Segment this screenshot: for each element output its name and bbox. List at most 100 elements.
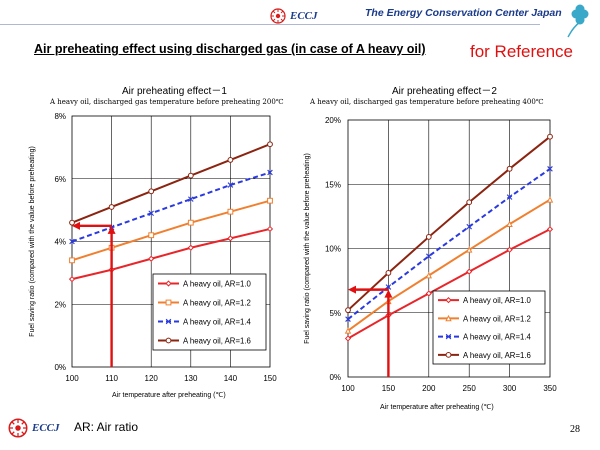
chart1-y-tick-label: 0%	[54, 363, 66, 372]
chart2-series-2-point	[425, 271, 433, 279]
chart2-y-tick-label: 15%	[325, 180, 341, 189]
chart1-series-4-point	[69, 219, 75, 226]
chart1-subtitle: A heavy oil, discharged gas temperature …	[50, 98, 284, 106]
chart2-legend-label: A heavy oil, AR=1.4	[463, 333, 531, 342]
chart1-series-4-point	[267, 141, 273, 148]
chart1-x-tick-label: 100	[65, 374, 79, 383]
chart1-series-1-point	[68, 276, 76, 283]
chart1-legend-marker	[165, 280, 172, 287]
eccj-logo-icon	[270, 8, 286, 24]
chart1-x-axis-label: Air temperature after preheating (℃)	[112, 392, 226, 399]
chart1-y-tick-label: 2%	[54, 300, 66, 309]
chart1-legend-marker	[165, 299, 172, 306]
chart2-x-tick-label: 250	[463, 384, 477, 393]
chart1-series-4-point	[187, 172, 194, 179]
chart2-series-1-point	[506, 246, 513, 253]
chart2-legend-label: A heavy oil, AR=1.0	[463, 296, 531, 305]
chart2-series-4-point	[466, 199, 473, 206]
chart2-series-3-point-b	[345, 316, 351, 322]
chart1-x-tick-label: 110	[105, 374, 118, 383]
chart1-legend-label: A heavy oil, AR=1.4	[183, 318, 251, 327]
chart2-series-2-point	[546, 196, 554, 203]
chart1-y-tick-label: 4%	[54, 238, 66, 247]
chart1-x-tick-label: 120	[145, 374, 159, 383]
chart2-legend-label: A heavy oil, AR=1.6	[463, 351, 531, 360]
chart1-legend-label: A heavy oil, AR=1.6	[183, 337, 251, 346]
chart2-guide-arrowhead-left	[348, 285, 356, 294]
chart2-x-tick-label: 200	[422, 384, 436, 393]
chart1-legend: A heavy oil, AR=1.0 A heavy oil, AR=1.2 A …	[152, 273, 267, 351]
chart2-legend-marker-b	[445, 333, 452, 340]
clover-icon	[567, 4, 589, 38]
chart1-x-tick-label: 150	[263, 374, 277, 383]
chart1-series-3-point-b	[227, 182, 234, 188]
chart1-series-2-line	[71, 199, 271, 262]
chart1-series-3-point-b	[267, 169, 273, 176]
chart2-legend: A heavy oil, AR=1.0 A heavy oil, AR=1.2 A …	[432, 290, 546, 365]
chart1-legend-label: A heavy oil, AR=1.0	[183, 280, 251, 289]
chart1-series-3-point-b	[188, 196, 194, 202]
chart2-x-tick-label: 100	[341, 384, 355, 393]
chart1-series-1-point	[266, 225, 274, 233]
chart2-guide-arrowhead-up	[384, 289, 393, 298]
chart2-series-3-point-b	[426, 253, 432, 259]
chart2-x-tick-label: 300	[503, 384, 517, 393]
eccj-logo-icon	[8, 418, 28, 438]
chart1-legend-marker-b	[165, 318, 172, 325]
chart1-y-axis-label: Fuel saving ratio (compared with the val…	[29, 146, 36, 337]
chart2-y-tick-label: 0%	[329, 373, 341, 382]
header-logo: ECCJ	[270, 8, 318, 24]
chart1-guide-arrowhead-left	[72, 221, 80, 230]
chart1-legend-box	[152, 273, 267, 351]
chart2-x-axis-label: Air temperature after preheating (℃)	[380, 404, 494, 411]
chart1-series-2-point	[227, 208, 234, 215]
air-ratio-note: AR: Air ratio	[74, 420, 139, 434]
chart2-series-2-line	[347, 198, 551, 332]
chart1-series-3-point-b	[148, 210, 154, 217]
chart1-series-2-point	[187, 219, 194, 226]
chart1-series-3-line	[71, 171, 271, 243]
chart2-y-tick-label: 20%	[325, 116, 341, 125]
chart2-series-4-point	[385, 270, 392, 276]
chart2-legend-marker	[445, 297, 452, 304]
chart2-series-2-point	[344, 327, 352, 334]
chart2-y-tick-label: 5%	[329, 309, 341, 318]
chart2-series-1-point	[344, 335, 352, 342]
chart2: 100 150 200 250 300 350 0% 5% 10% 15% 20% Air tempe…	[304, 116, 557, 411]
chart2-series-3-point-b	[506, 194, 513, 200]
chart2-series-1-point	[425, 290, 432, 297]
chart2-series-4-point	[345, 307, 351, 314]
chart2-series-2-point	[506, 220, 513, 227]
chart1-series-2-point	[267, 197, 273, 204]
chart1-guide-arrowhead-up	[107, 225, 116, 234]
chart2-series-1-line	[347, 228, 551, 340]
chart2-series-2-point	[465, 246, 473, 253]
chart1-series-1-point	[187, 244, 194, 251]
chart2-series-3-point-b	[466, 223, 472, 230]
chart1-title: Air preheating effect－1	[122, 86, 227, 97]
chart2-legend-marker	[445, 351, 452, 358]
chart2-series-1-point	[546, 226, 554, 233]
chart2-series-4-point	[547, 133, 553, 140]
chart1-y-tick-label: 6%	[54, 175, 66, 184]
footer-logo: ECCJ	[8, 418, 60, 438]
page-number: 28	[570, 424, 580, 435]
chart1-series-1-point	[227, 235, 234, 242]
chart2-series-4-line	[347, 135, 551, 311]
page-title: Air preheating effect using discharged g…	[34, 42, 426, 56]
reference-label: for Reference	[470, 42, 573, 61]
chart1-series-2-point	[148, 232, 155, 239]
chart2-legend-marker	[445, 314, 452, 322]
chart1-series-4-point	[227, 157, 234, 163]
chart2-legend-box	[432, 290, 546, 365]
chart1-y-tick-label: 8%	[54, 112, 66, 121]
chart2-y-tick-label: 10%	[325, 245, 341, 254]
chart2-y-axis-label: Fuel saving ratio (compared with the val…	[304, 153, 311, 344]
chart2-series-1-point	[466, 268, 473, 275]
chart1-series-4-line	[71, 143, 271, 224]
chart2-series-4-point	[506, 165, 513, 172]
chart2-subtitle: A heavy oil, discharged gas temperature …	[310, 98, 544, 106]
chart1-series-4-point	[108, 204, 115, 210]
chart1-series-1-point	[148, 255, 155, 262]
